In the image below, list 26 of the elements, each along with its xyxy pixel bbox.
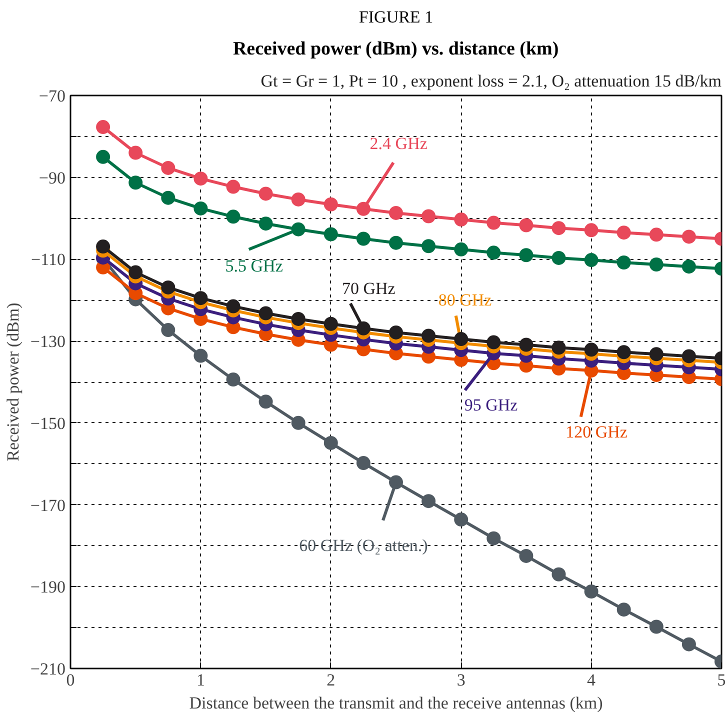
y-tick-label: −150 (30, 414, 66, 433)
chart-subtitle: Received power (dBm) vs. distance (km) (232, 38, 559, 60)
text: Gt = Gr = 1, Pt = 10 , exponent loss = 2.1, O₂ attenuation 15 dB/km (260, 72, 722, 90)
y-tick-label: −70 (38, 86, 66, 106)
x-axis-title: Distance between the transmit and the receive antennas (km) (189, 694, 603, 712)
x-tick-label: 3 (456, 670, 466, 690)
x-tick-label: 4 (587, 670, 596, 690)
y-tick-label: −90 (38, 168, 66, 188)
legend-label: 95 GHz (464, 395, 518, 414)
y-tick-label: −170 (30, 496, 66, 515)
y-tick-label: −210 (30, 660, 66, 678)
y-tick-label: −130 (30, 332, 66, 352)
text: 120 GHz (566, 422, 628, 442)
y-axis-title: Received power (dBm) (3, 302, 22, 462)
chart-title: FIGURE 1 (358, 8, 434, 26)
series-label: 80 GHz (438, 290, 492, 310)
y-tick-label: −110 (31, 250, 66, 270)
series-label: 70 GHz (342, 279, 396, 298)
x-tick-label: 1 (196, 670, 205, 690)
legend-label: 60 GHz (O₂ atten.) (299, 536, 428, 556)
y-tick-label: −190 (30, 578, 66, 597)
legend-label: 5.5 GHz (225, 256, 284, 276)
text: 2.4 GHz (370, 134, 428, 153)
x-tick-label: 5 (717, 670, 726, 690)
x-tick-label: 2 (326, 670, 336, 690)
x-tick-label: 0 (66, 670, 75, 690)
